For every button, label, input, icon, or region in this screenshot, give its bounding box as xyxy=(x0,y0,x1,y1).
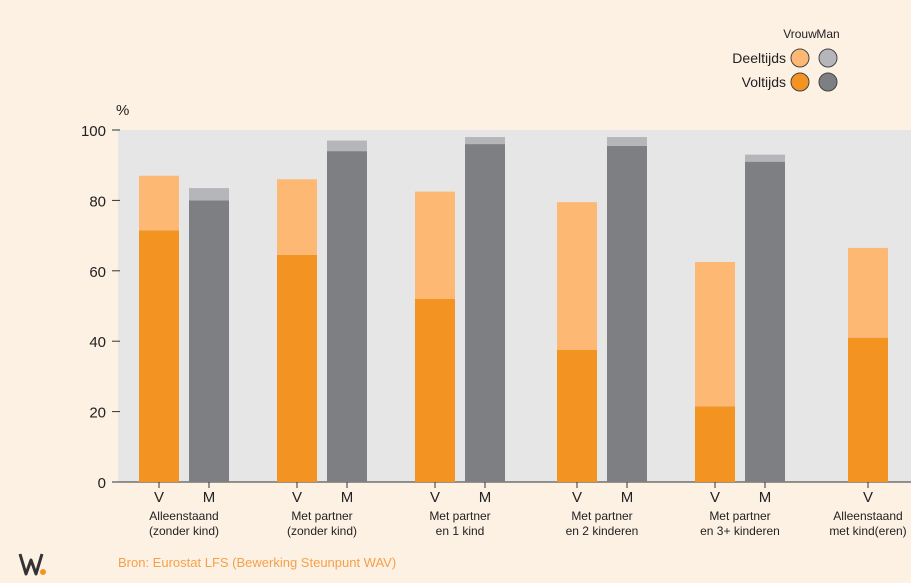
plot-area xyxy=(118,130,911,482)
y-tick-label: 80 xyxy=(89,193,106,210)
bar-vrouw-voltijds xyxy=(848,337,888,482)
legend-swatch xyxy=(818,48,838,68)
bar-label: M xyxy=(203,489,216,506)
y-tick-label: 20 xyxy=(89,405,106,422)
group-label: (zonder kind) xyxy=(287,524,357,538)
group-label: (zonder kind) xyxy=(149,524,219,538)
group-label: Met partner xyxy=(571,509,632,523)
legend-swatch xyxy=(790,72,810,92)
legend-swatch xyxy=(790,48,810,68)
bar-label: M xyxy=(621,489,634,506)
legend-label: Deeltijds xyxy=(732,50,786,66)
bar-label: V xyxy=(292,489,302,506)
bar-man-voltijds xyxy=(745,161,785,482)
bar-vrouw-deeltijds xyxy=(848,247,888,338)
bar-man-voltijds xyxy=(465,144,505,482)
group-label: Alleenstaand xyxy=(149,509,218,523)
bar-vrouw-deeltijds xyxy=(415,191,455,299)
bar-man-deeltijds xyxy=(327,140,367,152)
bar-label: V xyxy=(863,489,873,506)
bar-label: M xyxy=(341,489,354,506)
bar-label: M xyxy=(479,489,492,506)
bar-vrouw-voltijds xyxy=(415,298,455,482)
bar-man-deeltijds xyxy=(607,137,647,146)
source-note: Bron: Eurostat LFS (Bewerking Steunpunt … xyxy=(118,555,397,570)
group-label: Met partner xyxy=(291,509,352,523)
group-label: met kind(eren) xyxy=(829,524,906,538)
wav-logo xyxy=(18,550,52,583)
legend-swatch xyxy=(818,72,838,92)
y-tick-label: 100 xyxy=(81,123,106,140)
bar-vrouw-voltijds xyxy=(695,406,735,482)
bar-label: V xyxy=(430,489,440,506)
bar-label: M xyxy=(759,489,772,506)
group-label: Met partner xyxy=(429,509,490,523)
y-tick-label: 0 xyxy=(98,475,106,492)
y-tick-label: 60 xyxy=(89,264,106,281)
bar-man-deeltijds xyxy=(465,137,505,145)
bar-vrouw-voltijds xyxy=(557,350,597,482)
bar-vrouw-deeltijds xyxy=(139,175,179,231)
bar-man-deeltijds xyxy=(745,154,785,162)
legend-label: Voltijds xyxy=(742,74,786,90)
group-label: Met partner xyxy=(709,509,770,523)
bar-label: V xyxy=(710,489,720,506)
bar-vrouw-deeltijds xyxy=(277,179,317,255)
y-tick-label: 40 xyxy=(89,334,106,351)
bar-man-deeltijds xyxy=(189,188,229,201)
bar-vrouw-voltijds xyxy=(139,230,179,482)
bar-man-voltijds xyxy=(189,200,229,482)
group-label: en 2 kinderen xyxy=(566,524,639,538)
y-axis-label: % xyxy=(116,102,129,119)
legend-header: Vrouw xyxy=(783,27,817,41)
group-label: Alleenstaand xyxy=(833,509,902,523)
bar-vrouw-deeltijds xyxy=(695,262,735,407)
group-label: en 3+ kinderen xyxy=(700,524,780,538)
bar-label: V xyxy=(572,489,582,506)
bar-vrouw-deeltijds xyxy=(557,202,597,350)
group-label: en 1 kind xyxy=(436,524,485,538)
bar-label: V xyxy=(154,489,164,506)
legend-header: Man xyxy=(816,27,839,41)
bar-man-voltijds xyxy=(327,151,367,482)
bar-man-voltijds xyxy=(607,145,647,482)
bar-vrouw-voltijds xyxy=(277,254,317,482)
